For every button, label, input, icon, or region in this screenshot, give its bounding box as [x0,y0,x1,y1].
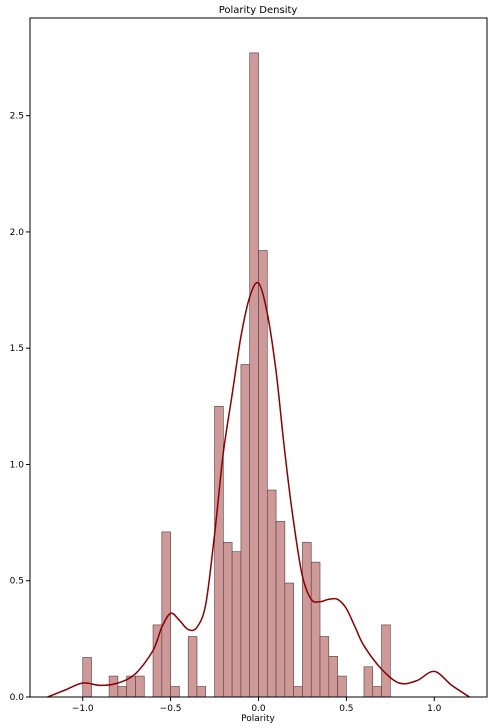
histogram-bar [363,666,374,698]
histogram-bar [328,656,338,698]
histogram-bar [249,52,259,698]
y-tick-label: 1.0 [10,460,25,470]
histogram-bar [337,675,347,698]
histogram-bar [82,657,92,698]
x-tick-label: 1.0 [427,704,442,714]
histogram-bar [108,675,119,698]
x-tick-label: 0.5 [339,704,353,714]
x-tick-label: −1.0 [72,704,94,714]
histogram-bar [223,542,233,698]
y-tick-label: 2.0 [10,228,25,238]
y-tick-label: 1.5 [10,344,24,354]
histogram-bar [117,686,127,698]
histogram-bar [266,489,277,698]
histogram-bar [187,636,198,698]
y-axis: 0.0 0.5 1.0 1.5 2.0 2.5 [10,112,30,703]
histogram-bar [284,582,294,698]
x-axis-label: Polarity [241,714,275,724]
y-tick-label: 2.5 [10,112,24,122]
y-tick-label: 0.0 [10,693,25,703]
y-tick-label: 0.5 [10,577,24,587]
histogram-bar [302,542,312,698]
histogram-bar [170,686,180,698]
histogram-bar [381,624,391,698]
kde-curve [47,281,470,698]
histogram-bar [372,686,382,698]
x-tick-label: −0.5 [160,704,182,714]
histogram-bar [275,521,286,698]
histogram-bars [82,52,391,698]
histogram-bar [152,624,163,698]
histogram-bar [231,551,242,698]
histogram-bar [214,406,224,698]
histogram-bar [293,686,303,698]
x-axis: −1.0 −0.5 0.0 0.5 1.0 [72,697,442,714]
histogram-bar [135,675,145,698]
x-tick-label: 0.0 [251,704,266,714]
histogram-bar [319,636,330,698]
histogram-bar [310,561,321,698]
histogram-bar [240,364,251,698]
histogram-bar [258,250,268,698]
chart-title: Polarity Density [219,5,298,16]
histogram-bar [196,686,207,698]
